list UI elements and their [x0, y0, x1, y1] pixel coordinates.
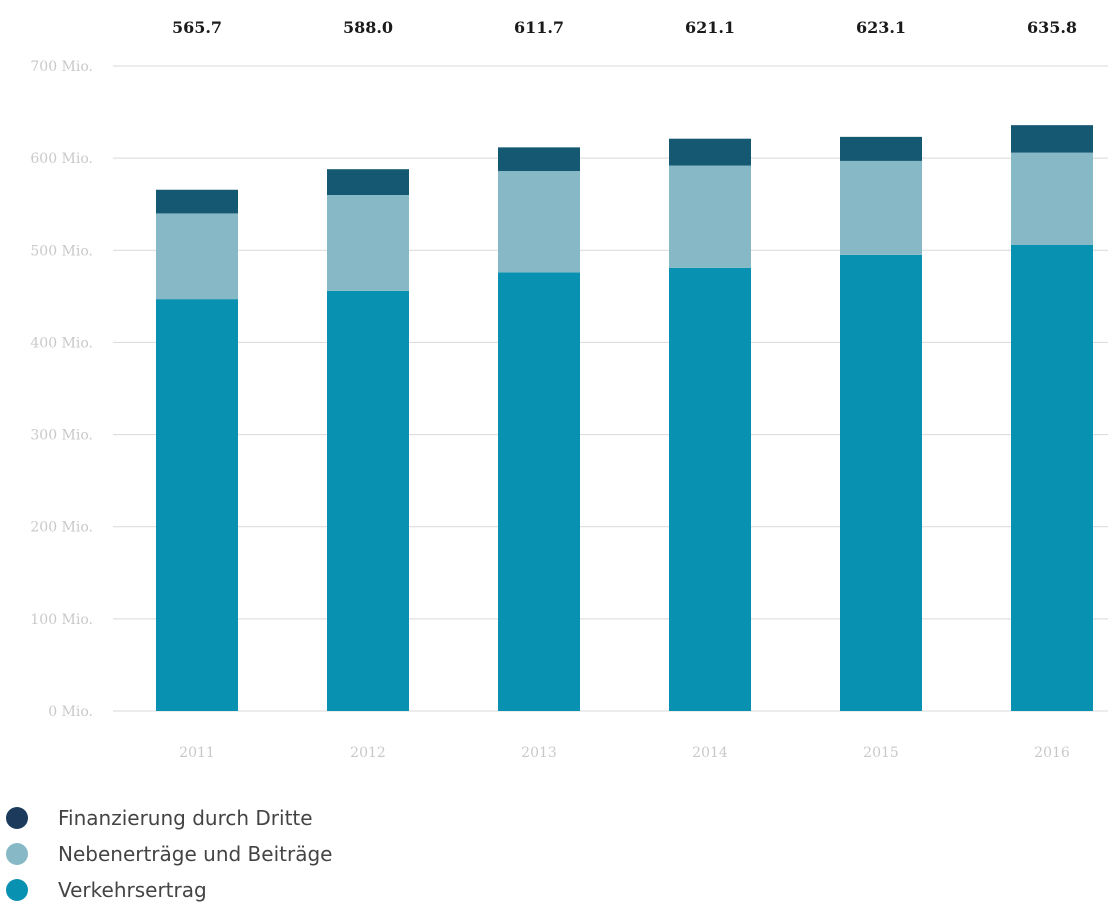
legend-swatch-finanzierung: [6, 807, 28, 829]
legend-swatch-nebenertraege: [6, 843, 28, 865]
bar-segment-2013-2: [498, 147, 580, 172]
bar-segment-2013-0: [498, 272, 580, 711]
bar-segment-2016-2: [1011, 125, 1093, 153]
total-label-2016: 635.8: [1027, 18, 1077, 37]
bar-segment-2011-0: [156, 299, 238, 711]
ytick-label-700: 700 Mio.: [30, 59, 93, 75]
bar-segment-2014-1: [669, 165, 751, 268]
total-label-2015: 623.1: [856, 18, 906, 37]
xtick-label-2013: 2013: [521, 745, 557, 761]
gridlines: [113, 65, 1108, 712]
xtick-label-2016: 2016: [1034, 745, 1070, 761]
ytick-label-300: 300 Mio.: [30, 428, 93, 444]
bar-segment-2015-2: [840, 136, 922, 161]
bar-segment-2015-0: [840, 254, 922, 711]
stacked-bar-chart: 0 Mio. 100 Mio. 200 Mio. 300 Mio. 400 Mio. 50…: [30, 18, 1108, 761]
bar-segment-2012-2: [327, 169, 409, 195]
xtick-label-2014: 2014: [692, 745, 728, 761]
xtick-label-2012: 2012: [350, 745, 386, 761]
legend-item-nebenertraege: Nebenerträge und Beiträge: [6, 836, 332, 872]
bar-segment-2016-1: [1011, 152, 1093, 245]
bar-segment-2016-0: [1011, 244, 1093, 711]
ytick-label-0: 0 Mio.: [48, 704, 93, 720]
legend: Finanzierung durch Dritte Nebenerträge u…: [6, 800, 332, 908]
y-axis-tick-labels: 0 Mio. 100 Mio. 200 Mio. 300 Mio. 400 Mio. 50…: [30, 59, 93, 720]
ytick-label-200: 200 Mio.: [30, 520, 93, 536]
bar-segment-2014-2: [669, 138, 751, 166]
legend-label-finanzierung: Finanzierung durch Dritte: [58, 806, 313, 830]
bar-segment-2012-0: [327, 290, 409, 711]
total-label-2013: 611.7: [514, 18, 564, 37]
bar-segment-2012-1: [327, 195, 409, 291]
ytick-label-100: 100 Mio.: [30, 612, 93, 628]
bar-total-labels: 565.7 588.0 611.7 621.1 623.1 635.8: [172, 18, 1077, 37]
total-label-2012: 588.0: [343, 18, 393, 37]
legend-swatch-verkehrsertrag: [6, 879, 28, 901]
xtick-label-2011: 2011: [179, 745, 215, 761]
bar-segment-2014-0: [669, 267, 751, 711]
xtick-label-2015: 2015: [863, 745, 899, 761]
legend-label-nebenertraege: Nebenerträge und Beiträge: [58, 842, 333, 866]
bar-segment-2015-1: [840, 160, 922, 255]
ytick-label-600: 600 Mio.: [30, 151, 93, 167]
total-label-2014: 621.1: [685, 18, 735, 37]
bar-segment-2011-1: [156, 213, 238, 300]
legend-item-verkehrsertrag: Verkehrsertrag: [6, 872, 332, 908]
total-label-2011: 565.7: [172, 18, 222, 37]
ytick-label-500: 500 Mio.: [30, 243, 93, 259]
legend-item-finanzierung: Finanzierung durch Dritte: [6, 800, 332, 836]
legend-label-verkehrsertrag: Verkehrsertrag: [58, 878, 207, 902]
bars: [156, 125, 1093, 711]
bar-segment-2013-1: [498, 171, 580, 273]
x-axis-tick-labels: 2011 2012 2013 2014 2015 2016: [179, 745, 1070, 761]
bar-segment-2011-2: [156, 189, 238, 214]
ytick-label-400: 400 Mio.: [30, 335, 93, 351]
